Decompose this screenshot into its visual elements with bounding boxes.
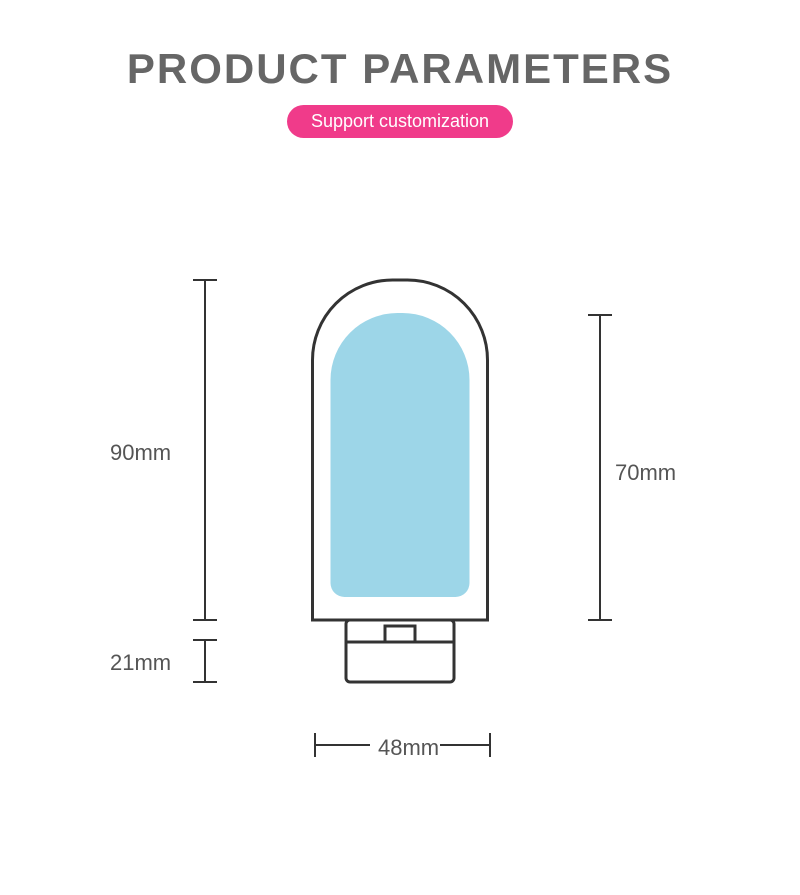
- page-title: PRODUCT PARAMETERS: [0, 45, 800, 93]
- dim-tick-cap-height-bot: [193, 681, 217, 683]
- dim-label-cap-height: 21mm: [110, 650, 171, 676]
- dim-line-cap-height: [204, 640, 206, 682]
- dim-tick-cap-height-top: [193, 639, 217, 641]
- product-diagram: 90mm 70mm 21mm 48mm: [0, 245, 800, 845]
- dim-line-width-right: [440, 744, 490, 746]
- dim-label-body-height: 90mm: [110, 440, 171, 466]
- dim-tick-inner-height-bot: [588, 619, 612, 621]
- dim-tick-inner-height-top: [588, 314, 612, 316]
- dim-label-inner-height: 70mm: [615, 460, 676, 486]
- subtitle-badge: Support customization: [287, 105, 513, 138]
- dim-line-inner-height: [599, 315, 601, 620]
- dim-line-body-height: [204, 280, 206, 620]
- dim-tick-width-left: [314, 733, 316, 757]
- dim-label-width: 48mm: [378, 735, 439, 761]
- dim-tick-body-height-bot: [193, 619, 217, 621]
- dim-line-width: [315, 744, 370, 746]
- dim-tick-body-height-top: [193, 279, 217, 281]
